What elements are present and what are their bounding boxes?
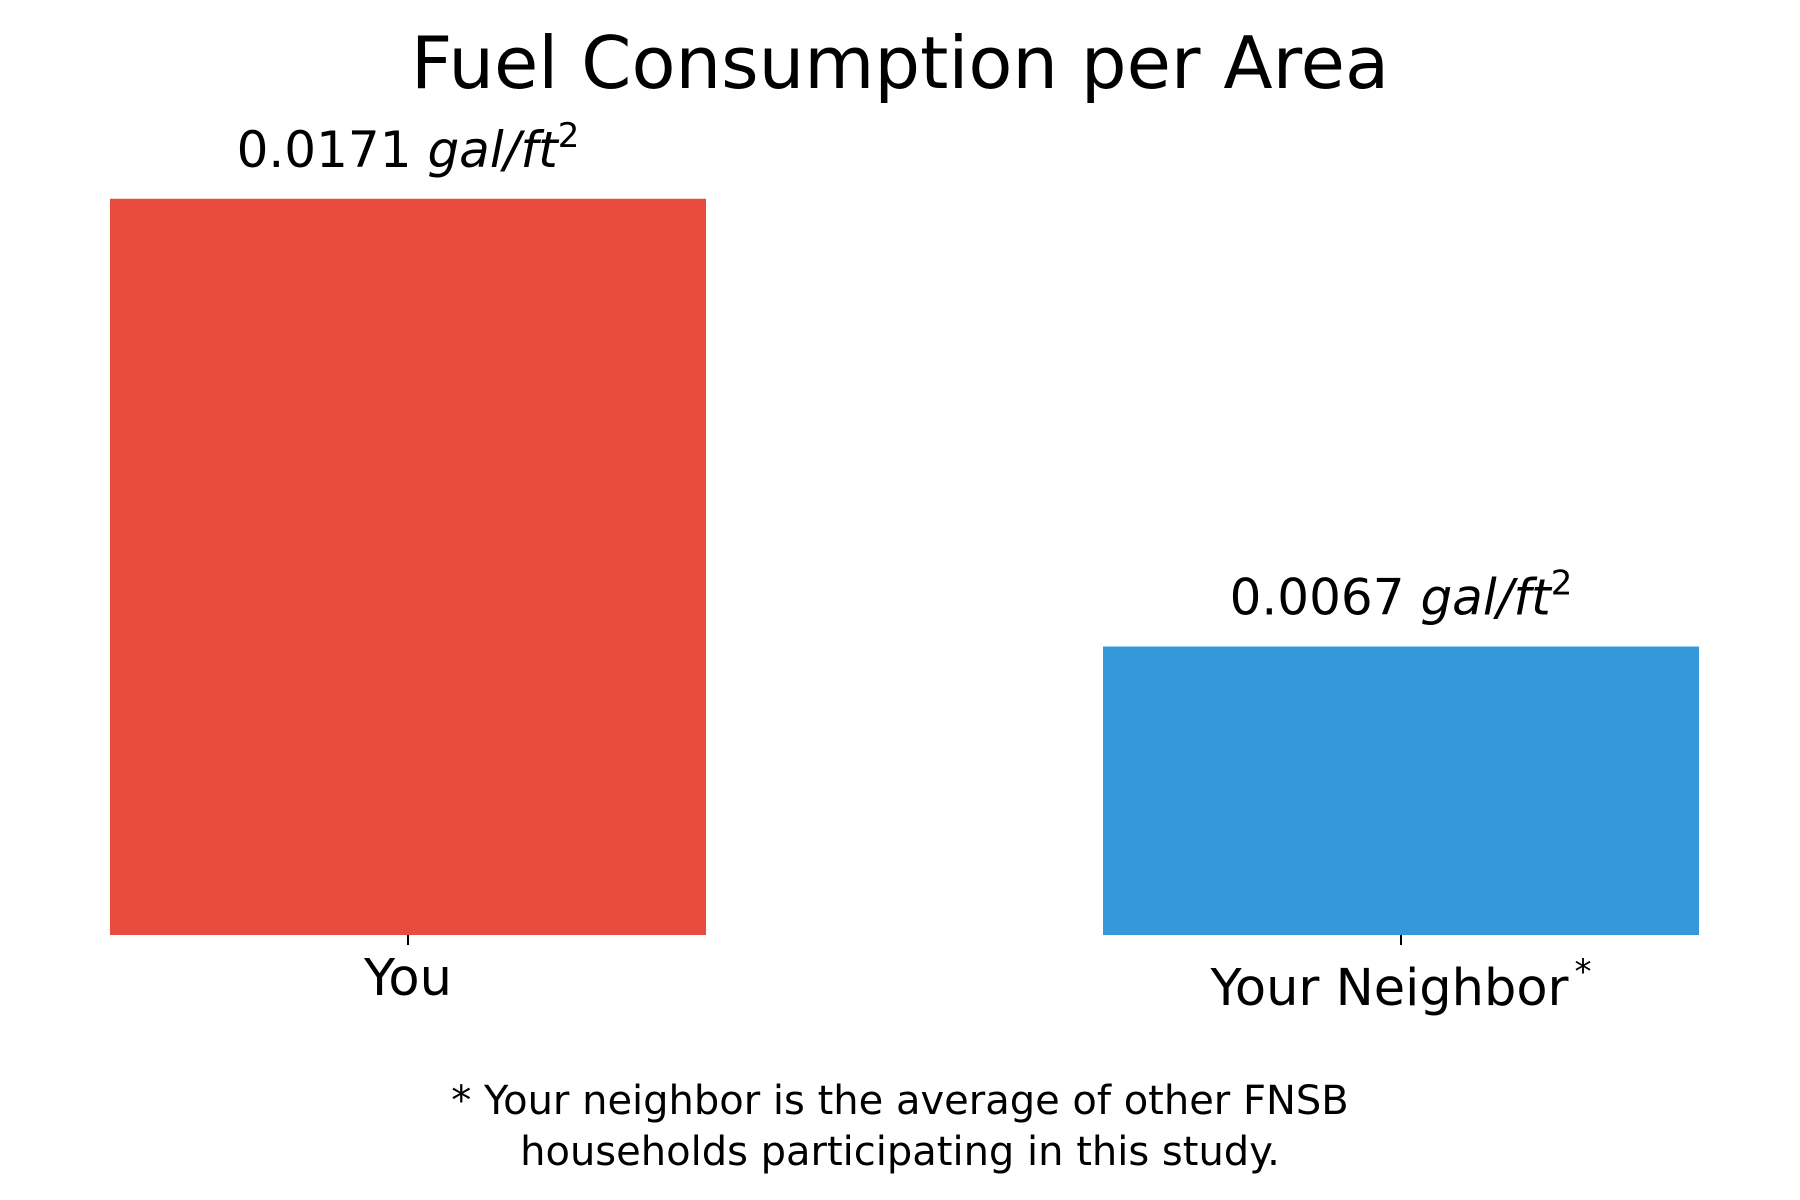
- x-tick-labels-group: You Your Neighbor *: [363, 949, 1591, 1018]
- value-labels-group: 0.0171 gal/ft2 0.0067 gal/ft2: [237, 116, 1573, 627]
- footnote-line-1: * Your neighbor is the average of other …: [451, 1078, 1348, 1124]
- footnote-line-2: households participating in this study.: [520, 1129, 1280, 1175]
- value-label-your-neighbor: 0.0067 gal/ft2: [1230, 564, 1573, 627]
- bar-you: [110, 198, 706, 935]
- x-ticks-group: [407, 935, 1402, 945]
- value-label-you: 0.0171 gal/ft2: [237, 116, 580, 179]
- x-tick-label-your-neighbor: Your Neighbor *: [1209, 952, 1591, 1018]
- x-tick-label-you: You: [363, 949, 452, 1008]
- chart-title: Fuel Consumption per Area: [411, 21, 1389, 105]
- bars-group: [110, 198, 1699, 935]
- bar-your-neighbor: [1103, 646, 1699, 935]
